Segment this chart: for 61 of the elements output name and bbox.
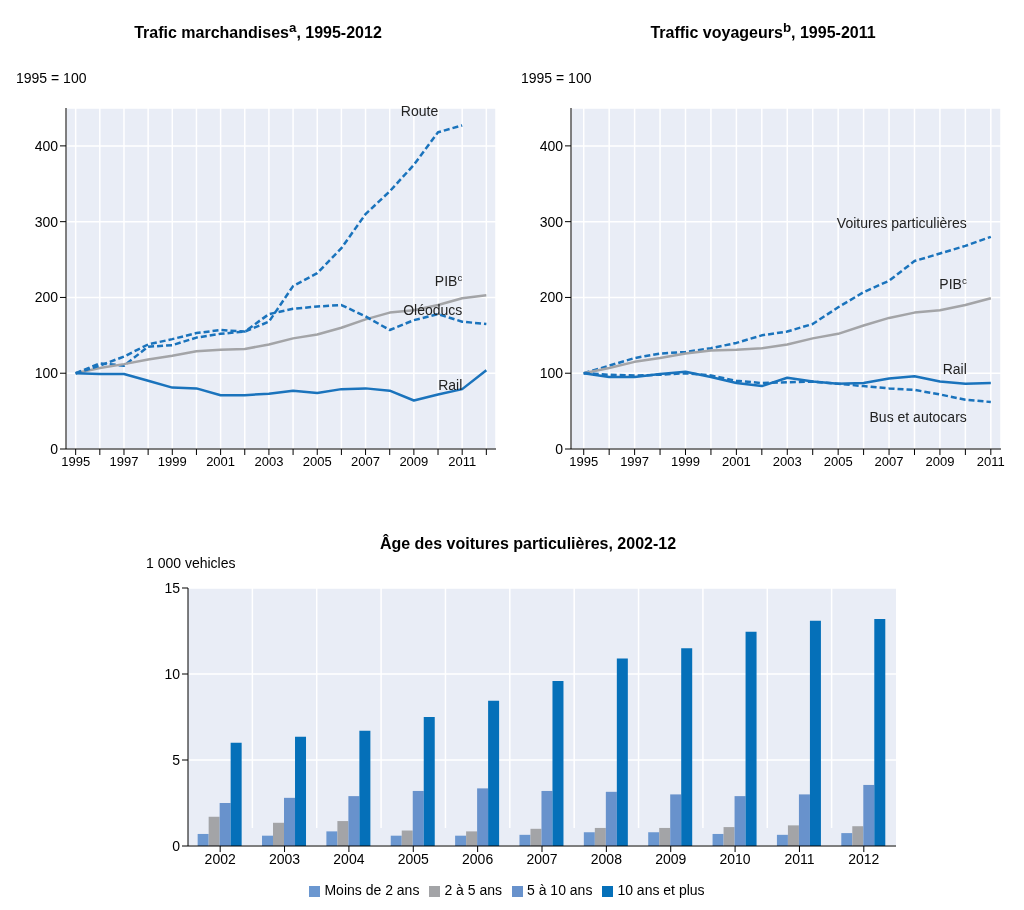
legend-label: Moins de 2 ans bbox=[324, 882, 420, 898]
y-axis-title: 1 000 vehicles bbox=[146, 555, 236, 571]
series-label: Bus et autocars bbox=[869, 409, 967, 426]
x-tick-label: 1995 bbox=[61, 454, 91, 470]
x-tick-label: 2005 bbox=[823, 454, 853, 470]
x-tick-label: 2009 bbox=[655, 850, 687, 867]
x-tick-label: 2006 bbox=[462, 850, 494, 867]
x-tick-label: 2001 bbox=[721, 454, 751, 470]
x-tick-label: 2001 bbox=[206, 454, 236, 470]
series-label: Oléoducs bbox=[403, 301, 463, 318]
y-axis-title: 1995 = 100 bbox=[16, 70, 87, 86]
x-tick-label: 1997 bbox=[620, 454, 650, 470]
x-tick-label: 2007 bbox=[874, 454, 904, 470]
x-tick-label: 2009 bbox=[399, 454, 429, 470]
x-tick-label: 2002 bbox=[204, 850, 236, 867]
y-tick-label: 10 bbox=[164, 665, 181, 682]
y-tick-label: 0 bbox=[50, 440, 59, 457]
chart-title: Âge des voitures particulières, 2002-12 bbox=[378, 535, 678, 553]
legend-label: 10 ans et plus bbox=[617, 882, 705, 898]
y-tick-label: 0 bbox=[172, 837, 181, 854]
x-tick-label: 2005 bbox=[397, 850, 430, 867]
y-tick-label: 0 bbox=[555, 440, 564, 457]
legend-label: 2 à 5 ans bbox=[444, 882, 502, 898]
x-tick-label: 1999 bbox=[671, 454, 700, 470]
x-tick-label: 2003 bbox=[268, 850, 301, 867]
x-tick-label: 1995 bbox=[569, 454, 599, 470]
x-tick-label: 1999 bbox=[157, 454, 187, 470]
x-tick-label: 2007 bbox=[526, 850, 558, 867]
x-tick-label: 1997 bbox=[109, 454, 139, 470]
series-label: PIB$^{c}$ bbox=[434, 271, 463, 290]
x-tick-label: 2011 bbox=[976, 454, 1005, 470]
y-tick-label: 200 bbox=[539, 289, 564, 306]
x-tick-label: 2009 bbox=[925, 454, 955, 470]
y-tick-label: 5 bbox=[172, 751, 181, 768]
x-tick-label: 2005 bbox=[302, 454, 332, 470]
x-tick-label: 2012 bbox=[848, 850, 880, 867]
x-tick-label: 2004 bbox=[333, 850, 365, 867]
x-tick-label: 2007 bbox=[351, 454, 381, 470]
y-tick-label: 400 bbox=[34, 137, 59, 154]
chart-title: Trafic marchandises$^{a}$, 1995-2012 bbox=[133, 20, 383, 43]
y-tick-label: 15 bbox=[164, 579, 181, 596]
x-tick-label: 2010 bbox=[719, 850, 751, 867]
legend-label: 5 à 10 ans bbox=[527, 882, 593, 898]
x-tick-label: 2008 bbox=[590, 850, 623, 867]
series-label: Rail bbox=[438, 377, 463, 394]
y-tick-label: 400 bbox=[539, 137, 564, 154]
x-tick-label: 2003 bbox=[772, 454, 802, 470]
y-tick-label: 300 bbox=[539, 213, 564, 230]
y-axis-title: 1995 = 100 bbox=[521, 70, 592, 86]
series-label: PIB$^{c}$ bbox=[939, 274, 967, 293]
y-tick-label: 100 bbox=[34, 365, 59, 382]
series-label: Voitures particulières bbox=[836, 214, 967, 231]
y-tick-label: 200 bbox=[34, 289, 59, 306]
x-tick-label: 2011 bbox=[448, 454, 477, 470]
x-tick-label: 2011 bbox=[784, 850, 815, 867]
series-label: Route bbox=[400, 103, 439, 120]
y-tick-label: 100 bbox=[539, 365, 564, 382]
chart-title: Traffic voyageurs$^{b}$, 1995-2011 bbox=[649, 20, 877, 43]
series-label: Rail bbox=[942, 361, 967, 378]
y-tick-label: 300 bbox=[34, 213, 59, 230]
x-tick-label: 2003 bbox=[254, 454, 284, 470]
